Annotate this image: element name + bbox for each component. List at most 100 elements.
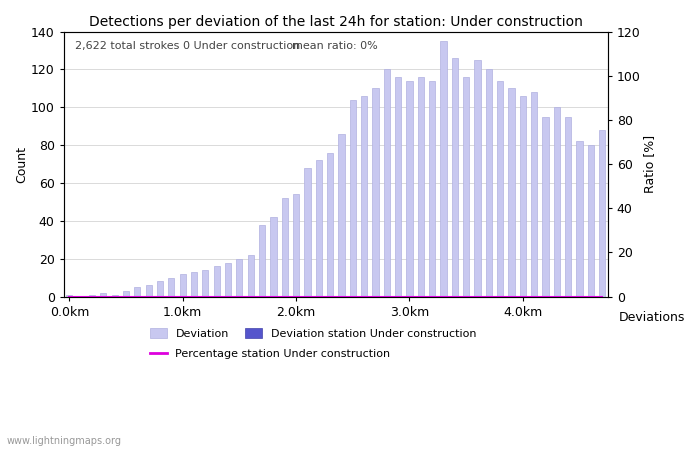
Bar	[542, 117, 549, 297]
Bar	[66, 295, 73, 297]
Percentage station Under construction	[416, 294, 425, 299]
Bar	[588, 145, 594, 297]
Bar	[497, 81, 503, 297]
Percentage station Under construction	[598, 294, 606, 299]
Bar	[281, 198, 288, 297]
Bar	[237, 259, 242, 297]
Percentage station Under construction	[552, 294, 561, 299]
Percentage station Under construction	[111, 294, 119, 299]
Percentage station Under construction	[201, 294, 209, 299]
Percentage station Under construction	[314, 294, 323, 299]
Percentage station Under construction	[541, 294, 550, 299]
Bar	[248, 255, 254, 297]
Bar	[372, 88, 379, 297]
Percentage station Under construction	[451, 294, 459, 299]
Bar	[599, 130, 605, 297]
Percentage station Under construction	[270, 294, 278, 299]
Percentage station Under construction	[156, 294, 164, 299]
Bar	[338, 134, 344, 297]
Legend: Percentage station Under construction: Percentage station Under construction	[146, 345, 395, 364]
Percentage station Under construction	[428, 294, 436, 299]
Percentage station Under construction	[564, 294, 573, 299]
Percentage station Under construction	[76, 294, 85, 299]
Percentage station Under construction	[508, 294, 516, 299]
Text: 2,622 total strokes: 2,622 total strokes	[75, 41, 179, 51]
Bar	[486, 69, 492, 297]
Percentage station Under construction	[575, 294, 584, 299]
Bar	[327, 153, 333, 297]
Percentage station Under construction	[224, 294, 232, 299]
Bar	[406, 81, 412, 297]
Percentage station Under construction	[405, 294, 414, 299]
Percentage station Under construction	[337, 294, 346, 299]
Percentage station Under construction	[167, 294, 176, 299]
Bar	[475, 60, 480, 297]
Y-axis label: Count: Count	[15, 146, 28, 183]
Percentage station Under construction	[246, 294, 255, 299]
Percentage station Under construction	[360, 294, 368, 299]
Percentage station Under construction	[382, 294, 391, 299]
Percentage station Under construction	[394, 294, 402, 299]
Bar	[361, 96, 368, 297]
Percentage station Under construction	[371, 294, 379, 299]
Percentage station Under construction	[99, 294, 108, 299]
Percentage station Under construction	[496, 294, 504, 299]
Bar	[304, 168, 311, 297]
Bar	[146, 285, 152, 297]
Percentage station Under construction	[484, 294, 493, 299]
Percentage station Under construction	[473, 294, 482, 299]
Percentage station Under construction	[144, 294, 153, 299]
Text: mean ratio: 0%: mean ratio: 0%	[292, 41, 378, 51]
Text: 0 Under construction: 0 Under construction	[183, 41, 300, 51]
Bar	[123, 291, 129, 297]
Bar	[89, 295, 95, 297]
Percentage station Under construction	[292, 294, 300, 299]
Percentage station Under construction	[303, 294, 312, 299]
Percentage station Under construction	[122, 294, 130, 299]
Bar	[508, 88, 514, 297]
Bar	[463, 77, 469, 297]
Percentage station Under construction	[281, 294, 289, 299]
Percentage station Under construction	[190, 294, 198, 299]
Bar	[519, 96, 526, 297]
Bar	[225, 262, 231, 297]
Percentage station Under construction	[258, 294, 266, 299]
Bar	[576, 141, 582, 297]
Bar	[384, 69, 390, 297]
Bar	[214, 266, 220, 297]
Bar	[191, 272, 197, 297]
Bar	[565, 117, 571, 297]
Bar	[349, 100, 356, 297]
Text: Deviations: Deviations	[619, 311, 685, 324]
Percentage station Under construction	[462, 294, 470, 299]
Bar	[440, 41, 447, 297]
Percentage station Under construction	[88, 294, 96, 299]
Bar	[180, 274, 186, 297]
Text: www.lightningmaps.org: www.lightningmaps.org	[7, 436, 122, 446]
Bar	[111, 295, 118, 297]
Bar	[168, 278, 174, 297]
Bar	[202, 270, 209, 297]
Percentage station Under construction	[326, 294, 335, 299]
Bar	[293, 194, 299, 297]
Percentage station Under construction	[349, 294, 357, 299]
Percentage station Under construction	[133, 294, 141, 299]
Bar	[316, 160, 322, 297]
Percentage station Under construction	[587, 294, 595, 299]
Bar	[531, 92, 537, 297]
Y-axis label: Ratio [%]: Ratio [%]	[643, 135, 657, 193]
Percentage station Under construction	[519, 294, 527, 299]
Bar	[395, 77, 401, 297]
Percentage station Under construction	[213, 294, 221, 299]
Percentage station Under construction	[530, 294, 538, 299]
Bar	[134, 287, 141, 297]
Bar	[452, 58, 458, 297]
Bar	[418, 77, 424, 297]
Percentage station Under construction	[65, 294, 74, 299]
Bar	[554, 107, 560, 297]
Percentage station Under construction	[439, 294, 447, 299]
Title: Detections per deviation of the last 24h for station: Under construction: Detections per deviation of the last 24h…	[89, 15, 582, 29]
Bar	[157, 281, 163, 297]
Bar	[270, 217, 276, 297]
Bar	[259, 225, 265, 297]
